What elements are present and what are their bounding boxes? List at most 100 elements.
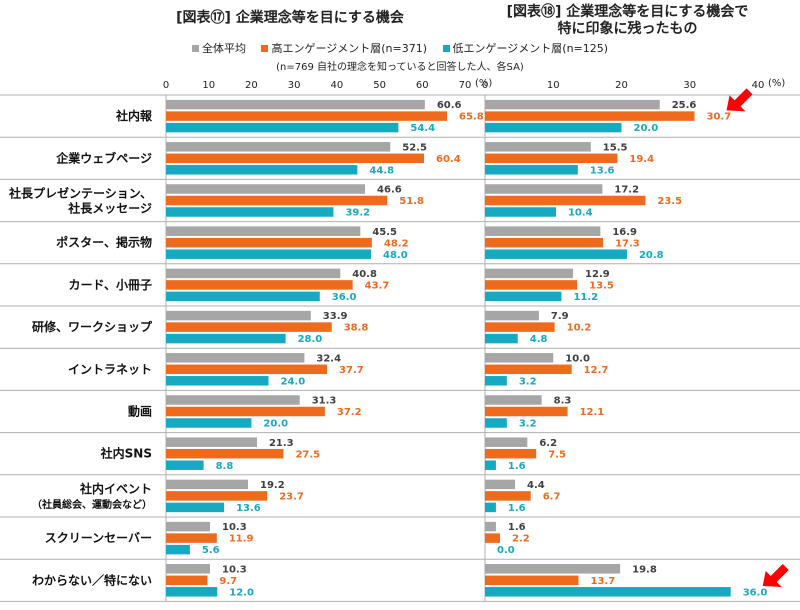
legend-low-swatch	[442, 45, 450, 52]
left-bar-low	[166, 207, 334, 217]
right-value-label-high: 13.5	[589, 280, 614, 291]
category-label-line2: （社員総会、運動会など）	[32, 498, 152, 511]
right-value-label-high: 19.4	[629, 154, 654, 165]
left-value-label-high: 23.7	[279, 491, 304, 502]
legend-low-label: 低エンゲージメント層(n=125)	[452, 42, 609, 55]
left-bar-low	[166, 460, 204, 470]
right-value-label-all: 15.5	[603, 142, 628, 153]
right-value-label-all: 7.9	[551, 311, 569, 322]
left-value-label-low: 12.0	[229, 587, 254, 598]
right-bar-high	[485, 448, 537, 459]
category-label: 社内報	[115, 108, 153, 123]
right-bar-high	[485, 533, 501, 543]
right-value-label-low: 3.2	[519, 419, 537, 430]
right-bar-low	[485, 333, 518, 344]
left-bar-all	[166, 395, 300, 405]
left-tick-label: 60	[416, 80, 429, 91]
left-value-label-high: 27.5	[295, 449, 320, 460]
left-value-label-high: 37.2	[337, 407, 362, 418]
left-value-label-low: 39.2	[345, 208, 370, 219]
right-value-label-high: 10.2	[567, 323, 592, 334]
right-chart-title-line2: 特に印象に残ったもの	[557, 21, 698, 37]
right-tick-label: 20	[615, 80, 628, 91]
left-value-label-low: 24.0	[281, 376, 306, 387]
left-bar-low	[166, 376, 269, 386]
right-value-label-low: 20.0	[634, 123, 659, 134]
right-value-label-high: 2.2	[512, 534, 530, 545]
right-value-label-high: 6.7	[543, 491, 561, 502]
left-bar-all	[166, 310, 311, 321]
category-label: 社長プレゼンテーション、	[8, 186, 152, 201]
left-value-label-all: 45.5	[372, 227, 397, 238]
left-bar-all	[166, 521, 210, 532]
right-value-label-high: 12.7	[584, 365, 609, 376]
left-bar-low	[166, 418, 252, 428]
right-bar-high	[485, 322, 555, 332]
left-bar-low	[166, 544, 190, 555]
left-bar-high	[166, 153, 424, 164]
left-value-label-low: 20.0	[263, 419, 288, 430]
left-value-label-high: 51.8	[399, 196, 424, 207]
right-bar-high	[485, 237, 604, 248]
right-bar-low	[485, 587, 731, 597]
left-bar-all	[166, 479, 249, 490]
right-value-label-all: 12.9	[585, 269, 610, 280]
left-bar-low	[166, 165, 358, 175]
left-bar-high	[166, 448, 284, 459]
left-bar-high	[166, 237, 372, 248]
right-value-label-low: 0.0	[497, 545, 515, 556]
right-value-label-low: 20.8	[639, 250, 664, 261]
left-tick-label: 10	[202, 80, 215, 91]
left-bar-low	[166, 502, 225, 513]
right-unit-label: (%)	[768, 78, 785, 89]
left-value-label-high: 48.2	[384, 238, 409, 249]
right-value-label-all: 19.8	[632, 564, 657, 575]
left-value-label-all: 52.5	[402, 142, 427, 153]
left-tick-label: 70	[459, 80, 472, 91]
right-value-label-all: 4.4	[527, 480, 545, 491]
right-value-label-all: 17.2	[614, 185, 639, 196]
left-bar-all	[166, 564, 210, 574]
category-label: 社内SNS	[100, 446, 152, 461]
legend-high-swatch	[261, 45, 269, 52]
right-chart-title-line1: [図表⑱] 企業理念等を目にする機会で	[506, 4, 749, 20]
left-chart-title: [図表⑰] 企業理念等を目にする機会	[176, 10, 404, 26]
legend-all-swatch	[191, 45, 199, 52]
right-chart-title: [図表⑱] 企業理念等を目にする機会で 特に印象に残ったもの	[455, 4, 800, 38]
left-bar-low	[166, 122, 399, 133]
left-value-label-high: 43.7	[365, 280, 390, 291]
left-value-label-all: 21.3	[269, 438, 294, 449]
right-bar-high	[485, 111, 695, 121]
left-bar-high	[166, 364, 328, 375]
left-bar-all	[166, 353, 305, 363]
right-value-label-low: 36.0	[743, 587, 768, 598]
left-bar-low	[166, 249, 372, 259]
left-bar-all	[166, 99, 425, 110]
right-value-label-low: 3.2	[519, 376, 537, 387]
left-bar-all	[166, 437, 257, 447]
left-value-label-high: 65.8	[459, 112, 484, 123]
legend-high: 高エンゲージメント層(n=371)	[261, 40, 427, 56]
left-tick-label: 20	[245, 80, 258, 91]
left-value-label-all: 10.3	[222, 564, 247, 575]
category-label: カード、小冊子	[68, 277, 152, 292]
right-bar-high	[485, 491, 531, 501]
legend: 全体平均 高エンゲージメント層(n=371) 低エンゲージメント層(n=125)	[0, 40, 800, 56]
left-value-label-high: 37.7	[339, 365, 364, 376]
left-tick-label: 40	[330, 80, 343, 91]
left-tick-label: 0	[163, 80, 169, 91]
left-value-label-high: 9.7	[219, 576, 237, 587]
left-bar-all	[166, 268, 341, 279]
right-bar-all	[485, 395, 542, 405]
left-bar-high	[166, 533, 217, 543]
right-tick-label: 30	[683, 80, 696, 91]
right-bar-all	[485, 564, 621, 574]
right-bar-low	[485, 207, 556, 217]
right-value-label-low: 1.6	[508, 503, 526, 514]
left-value-label-high: 38.8	[344, 323, 369, 334]
left-bar-low	[166, 291, 320, 302]
category-label: イントラネット	[68, 362, 152, 376]
left-bar-high	[166, 406, 325, 417]
right-bar-all	[485, 142, 591, 152]
left-bar-high	[166, 491, 268, 501]
